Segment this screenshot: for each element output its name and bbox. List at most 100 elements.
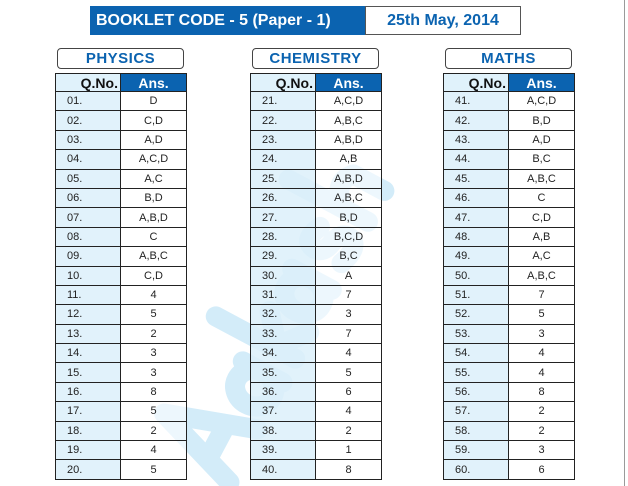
table-row: 04. A,C,D <box>55 149 187 170</box>
question-number: 25. <box>250 168 316 189</box>
table-header: Q.No. Ans. <box>443 73 575 92</box>
answer: A,C,D <box>120 149 187 170</box>
answer: A,B <box>508 226 575 248</box>
table-row: 50. A,B,C <box>443 265 575 286</box>
section-chemistry: CHEMISTRY Q.No. Ans. 21. A,C,D 22. A,B,C 23. A,… <box>250 48 382 480</box>
answer: A,D <box>120 129 187 151</box>
section-title: PHYSICS <box>57 48 184 69</box>
table-row: 49. A,C <box>443 246 575 267</box>
answer: 6 <box>508 459 575 480</box>
table-row: 08. C <box>55 226 187 248</box>
page-border <box>624 0 625 486</box>
answer: 2 <box>508 420 575 442</box>
question-number: 04. <box>55 149 121 170</box>
table-row: 19. 4 <box>55 440 187 461</box>
table-row: 48. A,B <box>443 226 575 248</box>
question-number: 05. <box>55 168 121 189</box>
answer: 4 <box>120 440 187 461</box>
question-number: 30. <box>250 265 316 286</box>
question-number: 21. <box>250 90 316 112</box>
question-number: 11. <box>55 284 121 306</box>
answer: 8 <box>315 459 382 480</box>
question-number: 51. <box>443 284 509 306</box>
question-number: 12. <box>55 304 121 325</box>
table-row: 40. 8 <box>250 459 382 480</box>
table-row: 02. C,D <box>55 110 187 131</box>
question-number: 14. <box>55 343 121 364</box>
answer: B,C <box>508 149 575 170</box>
table-row: 12. 5 <box>55 304 187 325</box>
answer: A,B,C <box>120 246 187 267</box>
answer: A,B,C <box>315 110 382 131</box>
answer: 3 <box>508 323 575 345</box>
answer: A,B,C <box>315 187 382 209</box>
table-row: 34. 4 <box>250 343 382 364</box>
answer: 1 <box>315 440 382 461</box>
answer: A,B,C <box>508 265 575 286</box>
question-number: 09. <box>55 246 121 267</box>
table-row: 56. 8 <box>443 381 575 403</box>
table-row: 55. 4 <box>443 362 575 383</box>
booklet-code: BOOKLET CODE - 5 (Paper - 1) <box>90 6 365 35</box>
question-number: 49. <box>443 246 509 267</box>
question-number: 56. <box>443 381 509 403</box>
table-row: 46. C <box>443 187 575 209</box>
table-row: 24. A,B <box>250 149 382 170</box>
question-number: 48. <box>443 226 509 248</box>
question-number: 58. <box>443 420 509 442</box>
answer: 4 <box>315 343 382 364</box>
table-row: 57. 2 <box>443 401 575 422</box>
answer: 5 <box>120 304 187 325</box>
table-row: 58. 2 <box>443 420 575 442</box>
question-number: 55. <box>443 362 509 383</box>
question-number: 32. <box>250 304 316 325</box>
answer-table: Q.No. Ans. 01. D 02. C,D 03. A,D 04. A,C,D 05. A,C 0… <box>55 73 187 480</box>
qno-header: Q.No. <box>250 73 316 92</box>
table-header: Q.No. Ans. <box>250 73 382 92</box>
question-number: 01. <box>55 90 121 112</box>
question-number: 47. <box>443 207 509 228</box>
ans-header: Ans. <box>508 73 575 92</box>
answer: 4 <box>120 284 187 306</box>
question-number: 31. <box>250 284 316 306</box>
answer: 2 <box>120 420 187 442</box>
table-row: 14. 3 <box>55 343 187 364</box>
answer: 7 <box>315 323 382 345</box>
answer: A,B,D <box>315 129 382 151</box>
exam-date: 25th May, 2014 <box>365 6 521 35</box>
table-row: 03. A,D <box>55 129 187 151</box>
table-row: 43. A,D <box>443 129 575 151</box>
table-row: 05. A,C <box>55 168 187 189</box>
table-row: 09. A,B,C <box>55 246 187 267</box>
question-number: 52. <box>443 304 509 325</box>
answer: 7 <box>508 284 575 306</box>
question-number: 28. <box>250 226 316 248</box>
question-number: 34. <box>250 343 316 364</box>
answer: 3 <box>508 440 575 461</box>
question-number: 27. <box>250 207 316 228</box>
table-row: 27. B,D <box>250 207 382 228</box>
answer: 8 <box>120 381 187 403</box>
question-number: 40. <box>250 459 316 480</box>
question-number: 53. <box>443 323 509 345</box>
table-row: 36. 6 <box>250 381 382 403</box>
answer: C <box>508 187 575 209</box>
table-header: Q.No. Ans. <box>55 73 187 92</box>
answer: 4 <box>315 401 382 422</box>
answer-table: Q.No. Ans. 41. A,C,D 42. B,D 43. A,D 44. B,C 45. A,… <box>443 73 575 480</box>
table-row: 13. 2 <box>55 323 187 345</box>
table-row: 33. 7 <box>250 323 382 345</box>
question-number: 41. <box>443 90 509 112</box>
answer: 3 <box>120 362 187 383</box>
answer: 2 <box>315 420 382 442</box>
question-number: 43. <box>443 129 509 151</box>
section-title: MATHS <box>445 48 572 69</box>
qno-header: Q.No. <box>443 73 509 92</box>
table-row: 39. 1 <box>250 440 382 461</box>
answer: B,D <box>120 187 187 209</box>
question-number: 08. <box>55 226 121 248</box>
table-row: 20. 5 <box>55 459 187 480</box>
question-number: 46. <box>443 187 509 209</box>
table-row: 29. B,C <box>250 246 382 267</box>
ans-header: Ans. <box>120 73 187 92</box>
